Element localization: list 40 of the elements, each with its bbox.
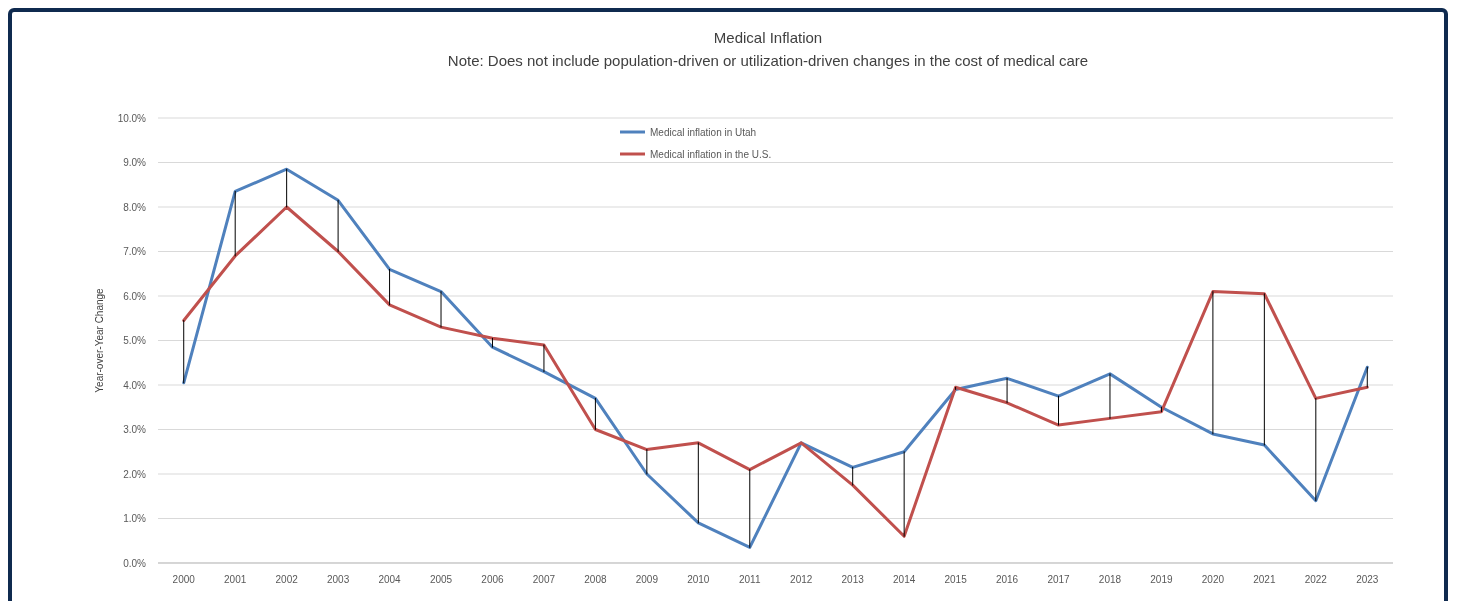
x-tick-label: 2002 <box>275 574 299 585</box>
y-tick-label: 6.0% <box>123 290 147 302</box>
x-tick-label: 2023 <box>1356 574 1379 585</box>
x-tick-label: 2019 <box>1150 574 1173 585</box>
x-tick-label: 2009 <box>635 574 659 585</box>
x-tick-label: 2007 <box>532 574 556 585</box>
x-tick-label: 2008 <box>584 574 607 585</box>
x-tick-label: 2017 <box>1047 574 1071 585</box>
y-tick-label: 4.0% <box>123 379 147 391</box>
x-tick-label: 2012 <box>790 574 813 585</box>
x-tick-label: 2021 <box>1253 574 1276 585</box>
chart-title: Medical Inflation <box>713 29 823 46</box>
y-tick-label: 1.0% <box>123 513 147 524</box>
x-tick-label: 2020 <box>1201 574 1225 585</box>
y-tick-label: 0.0% <box>123 557 147 569</box>
x-tick-label: 2018 <box>1098 574 1122 585</box>
y-tick-label: 7.0% <box>123 246 147 257</box>
y-tick-label: 8.0% <box>123 201 147 213</box>
x-tick-label: 2015 <box>944 574 968 585</box>
x-tick-label: 2001 <box>224 574 247 585</box>
y-tick-label: 5.0% <box>123 335 147 346</box>
x-tick-label: 2004 <box>378 574 402 585</box>
x-tick-label: 2016 <box>995 574 1019 585</box>
x-tick-label: 2005 <box>429 574 453 585</box>
x-tick-label: 2014 <box>893 574 916 585</box>
x-tick-label: 2003 <box>326 574 350 585</box>
x-tick-label: 2010 <box>687 574 710 585</box>
x-tick-label: 2011 <box>739 574 761 585</box>
y-tick-label: 3.0% <box>123 424 147 435</box>
chart-subtitle: Note: Does not include population-driven or utilization-driven changes in the cost of medical care <box>447 52 1089 69</box>
legend-label: Medical inflation in the U.S. <box>650 148 772 160</box>
x-tick-label: 2000 <box>172 574 196 585</box>
y-tick-label: 9.0% <box>123 157 147 168</box>
x-tick-label: 2006 <box>481 574 505 585</box>
y-tick-label: 2.0% <box>123 468 147 480</box>
y-tick-label: 10.0% <box>117 112 147 124</box>
legend-label: Medical inflation in Utah <box>650 126 757 138</box>
x-tick-label: 2013 <box>841 574 865 585</box>
x-tick-label: 2022 <box>1304 574 1328 585</box>
y-axis-title: Year-over-Year Change <box>94 287 105 393</box>
